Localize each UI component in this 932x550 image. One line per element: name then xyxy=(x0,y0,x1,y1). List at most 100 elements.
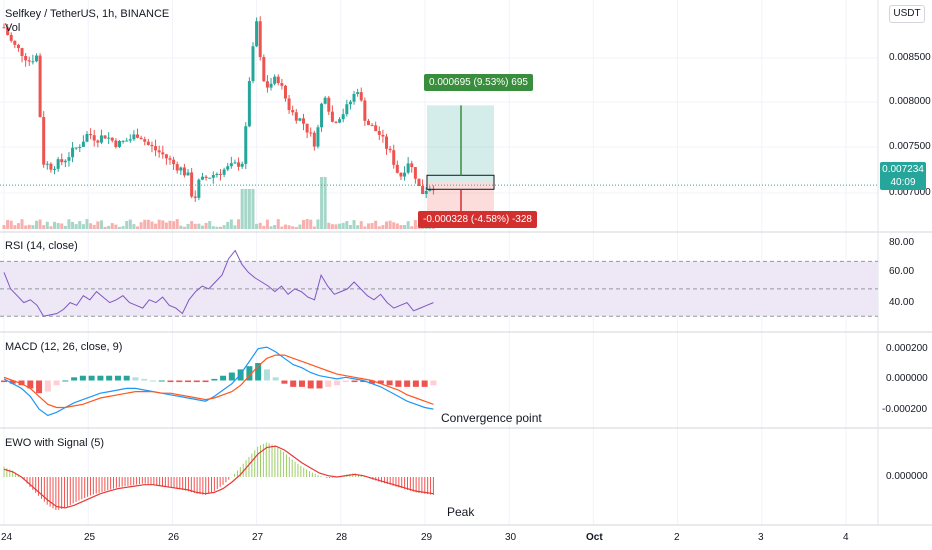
macd-histogram-bar xyxy=(263,369,270,381)
volume-bar xyxy=(20,219,24,229)
candle-body xyxy=(117,140,121,147)
candle-body xyxy=(81,141,85,147)
candle-body xyxy=(237,162,241,167)
volume-bar xyxy=(399,225,403,229)
volume-bar xyxy=(157,219,161,229)
candle-body xyxy=(38,55,42,118)
volume-bar xyxy=(276,219,280,229)
volume-bar xyxy=(125,220,129,229)
volume-bar xyxy=(200,225,204,229)
volume-bar xyxy=(96,221,100,229)
macd-histogram-bar xyxy=(1,380,7,383)
macd-histogram-bar xyxy=(228,372,235,381)
bar-countdown: 40:09 xyxy=(890,177,916,188)
macd-histogram-bar xyxy=(211,378,218,381)
volume-bars xyxy=(2,177,435,229)
candle-body xyxy=(366,120,370,126)
candle-body xyxy=(107,137,111,139)
volume-bar xyxy=(291,226,295,229)
candle-body xyxy=(388,148,392,151)
symbol-title: Selfkey / TetherUS, 1h, BINANCE xyxy=(5,8,170,20)
rsi-tick: 80.00 xyxy=(889,237,915,248)
volume-bar xyxy=(370,223,374,229)
candle-body xyxy=(179,167,183,171)
candle-body xyxy=(327,97,331,112)
candle-body xyxy=(244,126,248,164)
pane-separators xyxy=(0,0,932,526)
candle-body xyxy=(413,167,417,179)
candle-body xyxy=(406,163,410,173)
candle-body xyxy=(280,83,284,86)
candle-body xyxy=(71,147,75,158)
candle-body xyxy=(49,163,53,170)
candle-body xyxy=(403,172,407,177)
candle-body xyxy=(215,173,219,176)
macd-histogram-bar xyxy=(36,380,43,394)
volume-bar xyxy=(71,221,75,229)
price-candles xyxy=(0,16,878,202)
volume-bar xyxy=(136,226,140,229)
candle-body xyxy=(348,101,352,105)
macd-histogram-bar xyxy=(97,375,104,381)
volume-bar xyxy=(320,177,324,229)
ewo-title: EWO with Signal (5) xyxy=(5,437,105,449)
volume-bar xyxy=(262,225,266,229)
volume-bar xyxy=(53,221,57,229)
volume-bar xyxy=(413,220,417,229)
volume-bar xyxy=(154,223,158,229)
volume-bar xyxy=(197,223,201,229)
volume-bar xyxy=(280,226,284,229)
candle-body xyxy=(309,132,313,134)
macd-histogram-bar xyxy=(412,380,419,387)
volume-bar xyxy=(110,223,114,229)
macd-histogram-bar xyxy=(44,380,51,392)
candle-body xyxy=(186,172,190,176)
candle-body xyxy=(395,164,399,173)
peak-annotation: Peak xyxy=(447,505,475,519)
candle-body xyxy=(356,92,360,94)
candle-body xyxy=(258,21,262,58)
volume-bar xyxy=(316,219,320,229)
volume-bar xyxy=(150,221,154,229)
volume-bar xyxy=(56,223,60,229)
candle-body xyxy=(219,173,223,175)
macd-histogram-bar xyxy=(246,366,253,381)
candle-body xyxy=(150,144,154,147)
macd-line xyxy=(3,346,434,417)
candle-body xyxy=(320,103,324,128)
candle-body xyxy=(139,137,143,140)
currency-badge[interactable]: USDT xyxy=(889,5,925,23)
candle-body xyxy=(374,125,378,132)
volume-bar xyxy=(403,225,407,229)
volume-bar xyxy=(287,225,291,229)
time-tick: 30 xyxy=(505,532,517,543)
time-tick: 2 xyxy=(674,532,680,543)
volume-bar xyxy=(359,221,363,229)
macd-histogram-bar xyxy=(377,380,384,384)
time-tick: Oct xyxy=(586,532,603,543)
macd-histogram-bar xyxy=(123,375,130,381)
candle-body xyxy=(294,112,298,121)
volume-bar xyxy=(121,226,125,229)
time-tick: 24 xyxy=(1,532,13,543)
volume-bar xyxy=(139,222,143,229)
macd-histogram-bar xyxy=(220,375,227,381)
candle-body xyxy=(89,134,93,136)
macd-histogram-bar xyxy=(316,380,323,389)
candle-body xyxy=(136,134,140,138)
candle-body xyxy=(229,163,233,167)
candle-body xyxy=(269,83,273,88)
volume-bar xyxy=(211,226,215,229)
candle-body xyxy=(63,160,67,163)
candle-body xyxy=(157,150,161,153)
candle-body xyxy=(154,146,158,151)
candle-body xyxy=(377,131,381,135)
ewo-signal-line xyxy=(3,445,434,509)
macd-histogram-bar xyxy=(149,380,156,382)
volume-bar xyxy=(356,225,360,229)
candle-body xyxy=(381,134,385,137)
volume-bar xyxy=(251,189,255,229)
volume-bar xyxy=(204,222,208,229)
candle-body xyxy=(302,118,306,124)
rsi-tick: 40.00 xyxy=(889,297,915,308)
